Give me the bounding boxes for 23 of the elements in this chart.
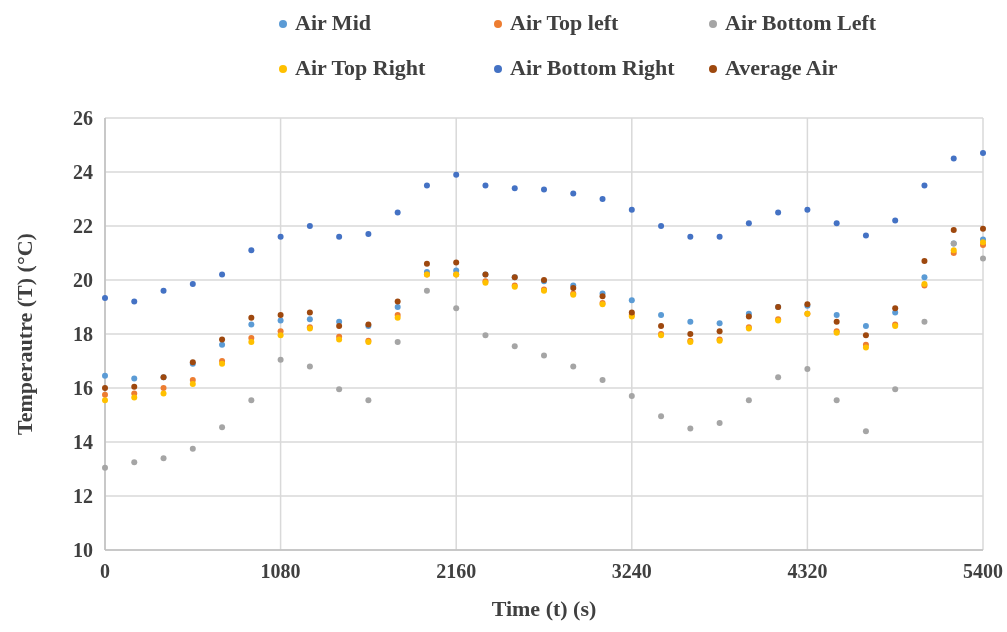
legend-label: Air Top Right	[295, 55, 427, 80]
legend-label: Air Bottom Right	[510, 55, 676, 80]
y-tick-label: 20	[73, 269, 93, 291]
y-tick-label: 18	[73, 323, 93, 345]
x-tick-label: 2160	[436, 560, 477, 582]
legend-label: Average Air	[725, 55, 838, 80]
legend-label: Air Bottom Left	[725, 10, 877, 35]
legend-label: Air Mid	[295, 10, 371, 35]
x-axis-title: Time (t) (s)	[491, 596, 597, 621]
y-tick-label: 22	[73, 215, 93, 237]
y-tick-label: 14	[73, 431, 93, 453]
y-tick-label: 10	[73, 539, 93, 561]
y-axis-title: Temperautre (T) (°C)	[12, 233, 37, 435]
x-tick-label: 5400	[963, 560, 1003, 582]
x-tick-label: 0	[100, 560, 110, 582]
y-tick-label: 24	[73, 161, 93, 183]
y-tick-label: 16	[73, 377, 93, 399]
y-tick-label: 26	[73, 107, 93, 129]
legend-label: Air Top left	[510, 10, 620, 35]
x-tick-label: 1080	[260, 560, 301, 582]
y-tick-label: 12	[73, 485, 93, 507]
x-tick-label: 3240	[611, 560, 652, 582]
x-tick-label: 4320	[787, 560, 828, 582]
